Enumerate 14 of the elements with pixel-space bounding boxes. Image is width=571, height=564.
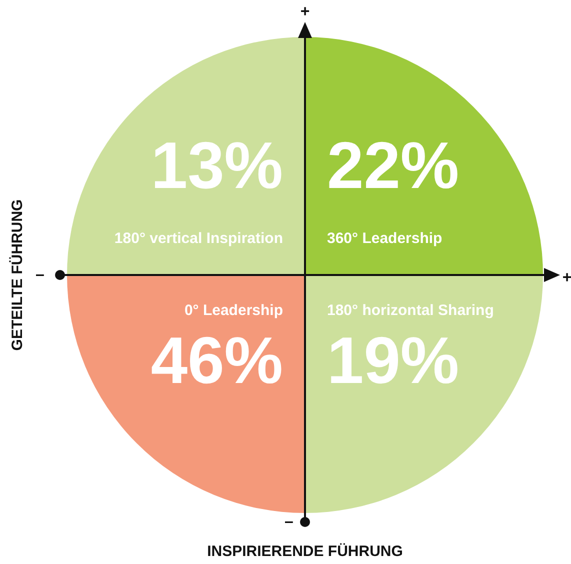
data-label: 22% bbox=[327, 128, 460, 202]
data-label: 13% bbox=[150, 128, 283, 202]
text: – bbox=[284, 513, 294, 530]
text: – bbox=[36, 266, 45, 284]
text: + bbox=[562, 269, 571, 286]
category-label: 0° Leadership bbox=[184, 302, 283, 320]
text: GETEILTE FÜHRUNG bbox=[9, 199, 26, 351]
text: INSPIRIERENDE FÜHRUNG bbox=[207, 543, 403, 560]
data-label: 19% bbox=[327, 323, 460, 398]
category-label: 180° horizontal Sharing bbox=[327, 302, 494, 320]
category-label: 180° vertical Inspiration bbox=[114, 230, 283, 248]
category-label: 360° Leadership bbox=[327, 230, 442, 248]
text: + bbox=[300, 3, 310, 20]
data-label: 46% bbox=[150, 323, 283, 398]
